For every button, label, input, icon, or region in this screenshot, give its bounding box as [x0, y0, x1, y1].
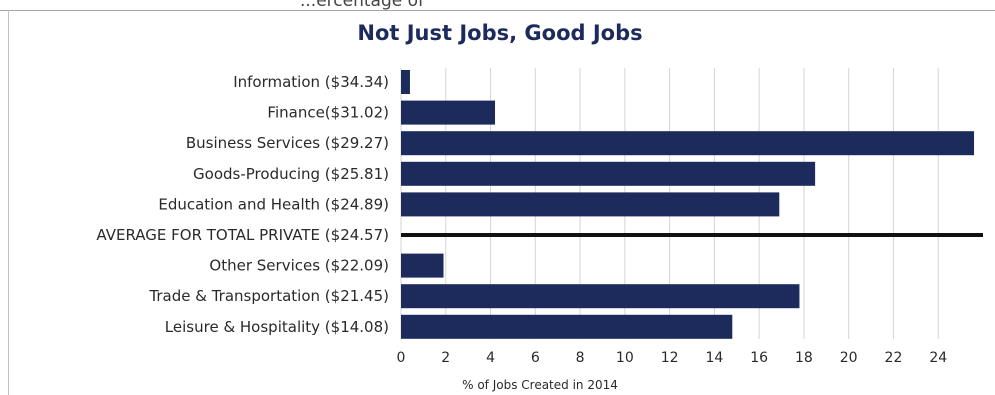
x-tick-label: 22 — [885, 350, 903, 366]
bar — [401, 253, 444, 278]
chart-title: Not Just Jobs, Good Jobs — [357, 21, 643, 45]
panel-top-border — [0, 10, 995, 11]
x-tick-label: 14 — [705, 350, 723, 366]
bar — [401, 314, 733, 339]
bars — [401, 70, 983, 339]
category-label: Information ($34.34) — [233, 73, 389, 91]
x-tick-label: 18 — [795, 350, 813, 366]
bar — [401, 192, 780, 217]
category-label: Other Services ($22.09) — [209, 257, 389, 275]
x-tick-label: 24 — [929, 350, 947, 366]
category-label: AVERAGE FOR TOTAL PRIVATE ($24.57) — [96, 226, 389, 244]
bar — [401, 284, 800, 309]
x-tick-label: 20 — [840, 350, 858, 366]
x-tick-label: 12 — [661, 350, 679, 366]
x-axis-title: % of Jobs Created in 2014 — [462, 378, 618, 392]
category-label: Trade & Transportation ($21.45) — [148, 287, 389, 305]
bar — [401, 70, 410, 94]
x-tick-label: 10 — [616, 350, 634, 366]
x-tick-label: 2 — [441, 350, 450, 366]
bar — [401, 100, 496, 125]
cropped-header-text: ...ercentage of — [300, 0, 424, 11]
category-label: Finance($31.02) — [267, 104, 389, 122]
category-label: Goods-Producing ($25.81) — [193, 165, 389, 183]
bar — [401, 131, 975, 156]
category-label: Education and Health ($24.89) — [158, 195, 389, 213]
x-tick-label: 16 — [750, 350, 768, 366]
bar — [401, 161, 816, 186]
x-tick-labels: 0 2 4 6 8 10 12 14 16 18 20 22 24 — [397, 350, 948, 366]
category-labels: Information ($34.34) Finance($31.02) Busin… — [96, 73, 389, 336]
panel-left-border — [8, 10, 9, 395]
x-tick-label: 8 — [576, 350, 585, 366]
x-tick-label: 0 — [397, 350, 406, 366]
category-label: Leisure & Hospitality ($14.08) — [165, 318, 389, 336]
x-tick-label: 4 — [486, 350, 495, 366]
category-label: Business Services ($29.27) — [186, 134, 389, 152]
x-tick-label: 6 — [531, 350, 540, 366]
